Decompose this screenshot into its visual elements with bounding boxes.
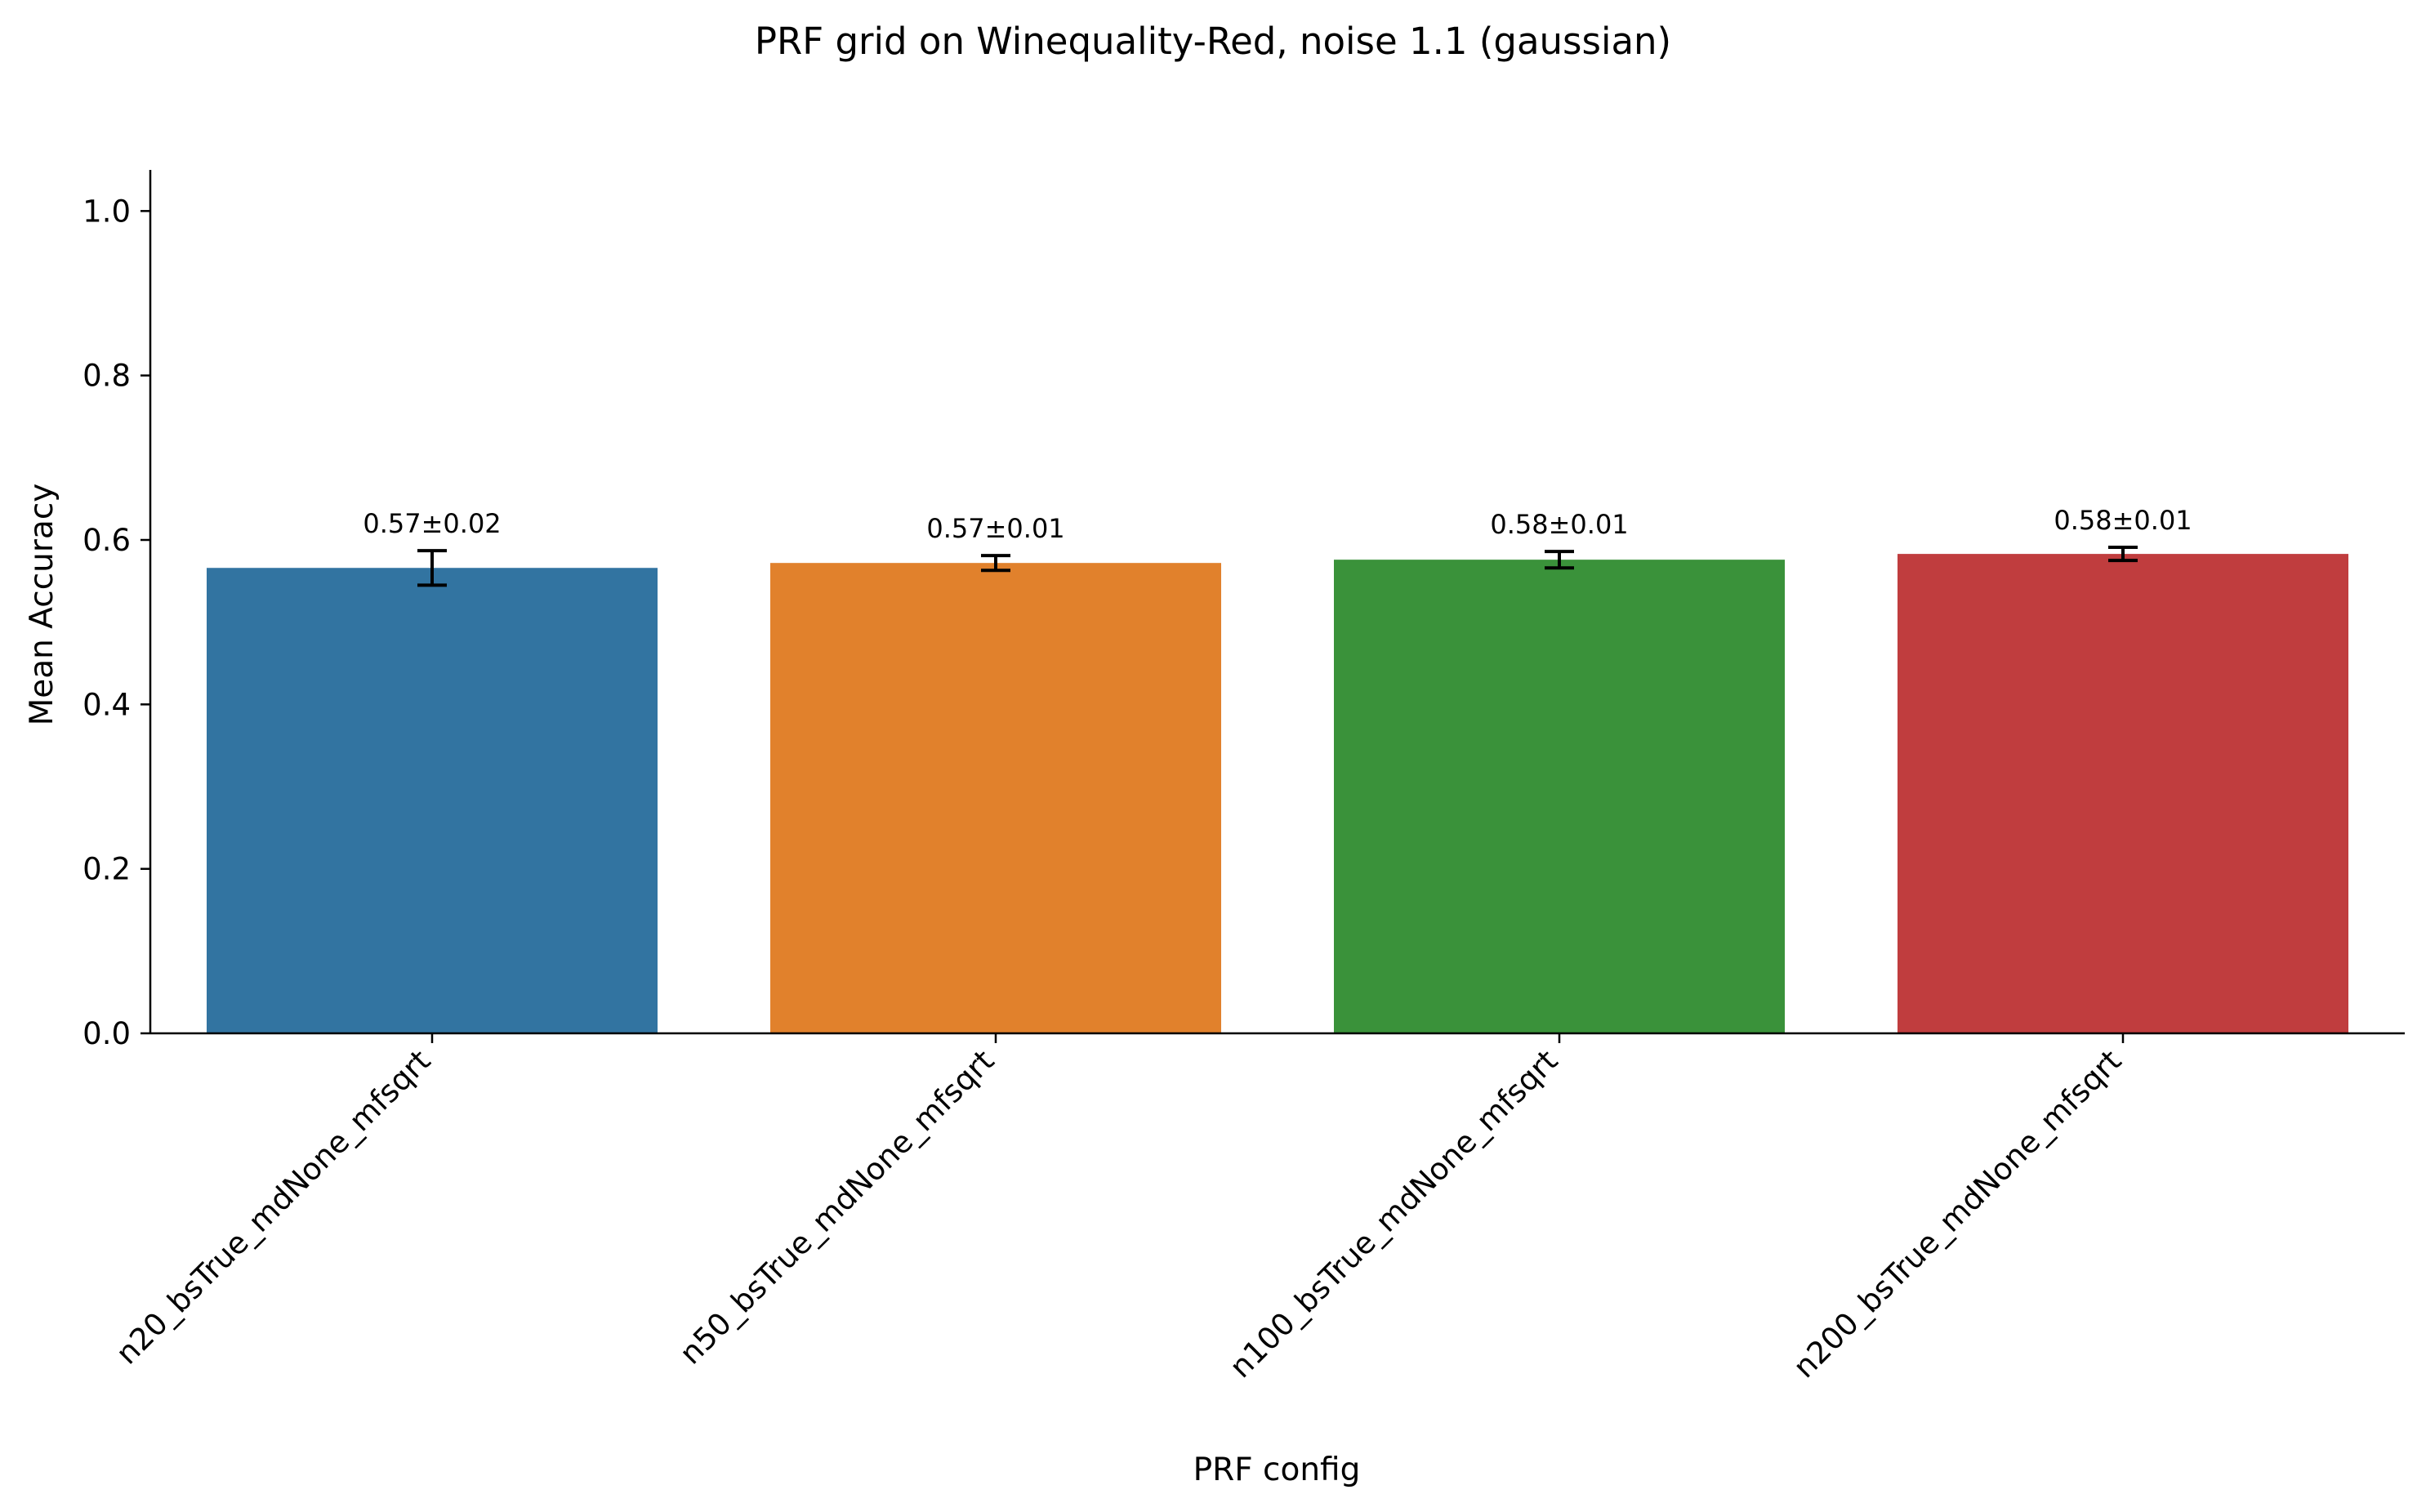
x-axis-label: PRF config: [1193, 1452, 1361, 1488]
value-label-n50_bsTrue_mdNone_mfsqrt: 0.57±0.01: [926, 513, 1064, 544]
chart-title: PRF grid on Winequality-Red, noise 1.1 (…: [755, 20, 1671, 63]
bar-n200_bsTrue_mdNone_mfsqrt: [1898, 554, 2348, 1033]
value-label-n200_bsTrue_mdNone_mfsqrt: 0.58±0.01: [2054, 505, 2192, 536]
y-tick-label: 0.6: [83, 523, 131, 558]
y-tick-label: 0.2: [83, 852, 131, 887]
x-tick-label: n20_bsTrue_mdNone_mfsqrt: [109, 1043, 438, 1372]
x-tick-label: n200_bsTrue_mdNone_mfsqrt: [1786, 1043, 2128, 1385]
error-bar-n50_bsTrue_mdNone_mfsqrt: [981, 554, 1010, 573]
y-tick-label: 0.4: [83, 687, 131, 722]
error-bar-n20_bsTrue_mdNone_mfsqrt: [417, 549, 447, 587]
y-tick-label: 0.8: [83, 359, 131, 394]
bar-n20_bsTrue_mdNone_mfsqrt: [207, 568, 658, 1033]
bars-layer: [207, 554, 2348, 1033]
y-tick-label: 1.0: [83, 194, 131, 229]
error-bar-n100_bsTrue_mdNone_mfsqrt: [1545, 550, 1574, 570]
x-axis: n20_bsTrue_mdNone_mfsqrt n50_bsTrue_mdNon…: [109, 1032, 2405, 1385]
error-bar-n200_bsTrue_mdNone_mfsqrt: [2108, 546, 2138, 563]
value-label-n100_bsTrue_mdNone_mfsqrt: 0.58±0.01: [1490, 509, 1628, 540]
error-bars-layer: [417, 546, 2138, 587]
value-label-n20_bsTrue_mdNone_mfsqrt: 0.57±0.02: [363, 508, 501, 539]
x-tick-label: n50_bsTrue_mdNone_mfsqrt: [673, 1043, 1001, 1372]
value-labels-layer: 0.57±0.02 0.57±0.01 0.58±0.01 0.58±0.01: [363, 505, 2192, 544]
bar-n50_bsTrue_mdNone_mfsqrt: [770, 563, 1221, 1033]
y-axis: 0.0 0.2 0.4 0.6 0.8 1.0: [83, 170, 152, 1051]
y-tick-label: 0.0: [83, 1016, 131, 1051]
bar-n100_bsTrue_mdNone_mfsqrt: [1334, 560, 1785, 1033]
y-axis-label: Mean Accuracy: [24, 484, 60, 726]
x-tick-label: n100_bsTrue_mdNone_mfsqrt: [1223, 1043, 1564, 1385]
